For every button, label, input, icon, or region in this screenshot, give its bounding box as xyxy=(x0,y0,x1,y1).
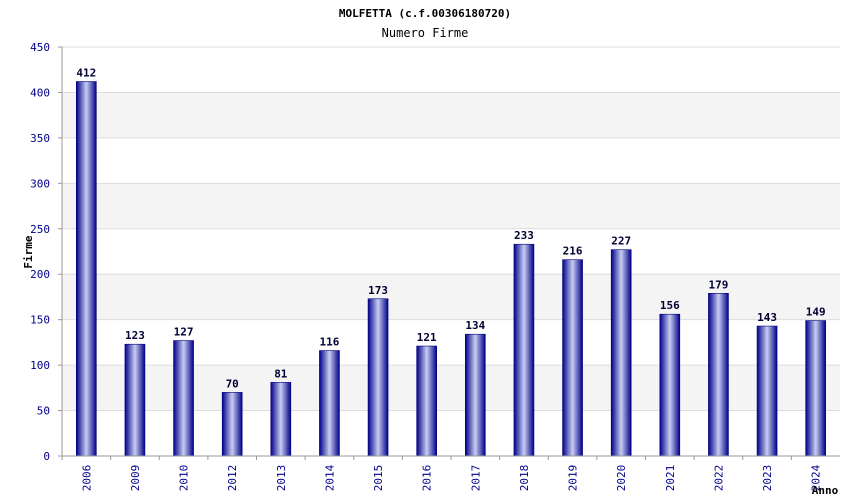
data-label-2024: 149 xyxy=(806,306,826,319)
y-tick-label: 400 xyxy=(30,86,50,99)
y-tick-label: 150 xyxy=(30,314,50,327)
data-label-2013: 81 xyxy=(274,367,288,380)
data-label-2022: 179 xyxy=(709,278,729,291)
data-label-2020: 227 xyxy=(611,235,631,248)
y-tick-label: 50 xyxy=(37,405,50,418)
y-tick-label: 450 xyxy=(30,41,50,54)
x-tick-label-2024: 2024 xyxy=(810,464,823,491)
data-label-2019: 216 xyxy=(563,245,583,258)
bar-2019 xyxy=(562,259,583,457)
x-tick-label-2021: 2021 xyxy=(664,465,677,492)
bar-2016 xyxy=(416,345,437,457)
data-label-2023: 143 xyxy=(757,311,777,324)
x-tick-label-2010: 2010 xyxy=(178,465,191,492)
y-axis-label: Firme xyxy=(22,235,35,268)
x-tick-label-2018: 2018 xyxy=(518,465,531,492)
bar-2006 xyxy=(76,81,97,457)
data-label-2021: 156 xyxy=(660,299,680,312)
y-axis-ticks: 0 50 100 150 200 250 300 350 400 450 xyxy=(30,41,62,463)
data-label-2006: 412 xyxy=(76,67,96,80)
grid-band xyxy=(62,183,840,229)
y-tick-label: 100 xyxy=(30,359,50,372)
data-label-2014: 116 xyxy=(320,336,340,349)
bar-2023 xyxy=(756,325,778,457)
data-labels: 412 123 127 70 81 116 173 121 134 233 216 227 156 179… xyxy=(76,67,825,391)
bar-2012 xyxy=(221,392,243,457)
data-label-2012: 70 xyxy=(226,377,239,390)
bar-2014 xyxy=(319,350,340,457)
x-axis-ticks: 2006 2009 2010 2012 2013 2014 2015 2016 2017 2018… xyxy=(61,456,823,492)
x-tick-label-2023: 2023 xyxy=(761,465,774,492)
x-tick-label-2020: 2020 xyxy=(615,465,628,492)
bar-2021 xyxy=(659,313,681,457)
data-label-2015: 173 xyxy=(368,284,388,297)
y-tick-label: 300 xyxy=(30,177,50,190)
bar-2010 xyxy=(173,340,194,457)
bar-2015 xyxy=(367,298,389,457)
bars xyxy=(76,81,826,457)
x-tick-label-2017: 2017 xyxy=(469,465,482,492)
grid-band xyxy=(62,92,840,138)
bar-2013 xyxy=(270,382,292,457)
x-tick-label-2009: 2009 xyxy=(129,465,142,492)
chart-subtitle: Numero Firme xyxy=(382,26,469,40)
y-tick-label: 0 xyxy=(43,450,50,463)
x-tick-label-2019: 2019 xyxy=(567,465,580,492)
bar-2009 xyxy=(124,343,146,457)
x-tick-label-2012: 2012 xyxy=(226,465,239,492)
bar-2022 xyxy=(708,293,729,457)
x-tick-label-2014: 2014 xyxy=(323,464,336,491)
x-tick-label-2013: 2013 xyxy=(275,465,288,492)
bar-2018 xyxy=(513,243,535,457)
data-label-2009: 123 xyxy=(125,329,145,342)
y-tick-label: 250 xyxy=(30,223,50,236)
data-label-2018: 233 xyxy=(514,229,534,242)
x-axis-label: Anno xyxy=(812,484,839,497)
y-tick-label: 200 xyxy=(30,268,50,281)
x-tick-label-2016: 2016 xyxy=(421,465,434,492)
bar-2024 xyxy=(805,320,826,457)
chart-title: MOLFETTA (c.f.00306180720) xyxy=(339,7,511,20)
data-label-2017: 134 xyxy=(465,319,485,332)
bar-2020 xyxy=(610,249,632,457)
bar-2017 xyxy=(465,333,486,457)
data-label-2016: 121 xyxy=(417,331,437,344)
data-label-2010: 127 xyxy=(174,326,194,339)
x-tick-label-2015: 2015 xyxy=(372,465,385,492)
x-tick-label-2022: 2022 xyxy=(712,465,725,492)
x-tick-label-2006: 2006 xyxy=(80,465,93,492)
y-tick-label: 350 xyxy=(30,132,50,145)
